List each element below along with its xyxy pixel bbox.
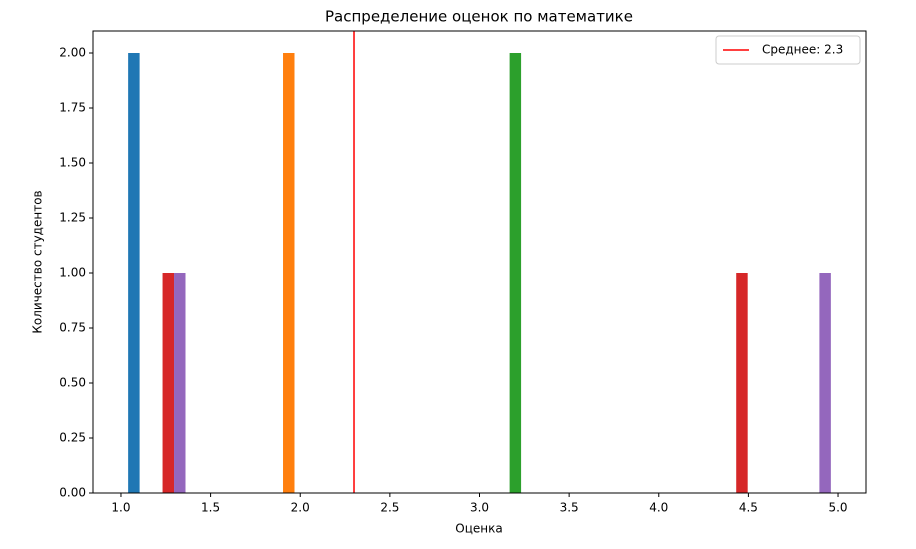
bar bbox=[819, 273, 831, 493]
bar bbox=[162, 273, 175, 493]
x-tick-label: 1.0 bbox=[111, 501, 130, 515]
y-tick-label: 0.00 bbox=[59, 486, 86, 500]
x-axis-label: Оценка bbox=[455, 522, 502, 536]
legend-box bbox=[715, 35, 861, 65]
x-tick-label: 2.5 bbox=[380, 501, 399, 515]
x-tick-label: 2.0 bbox=[291, 501, 310, 515]
chart-title: Распределение оценок по математике bbox=[325, 8, 633, 26]
y-tick-label: 2.00 bbox=[59, 46, 86, 60]
y-tick-label: 0.75 bbox=[59, 321, 86, 335]
bar bbox=[509, 53, 522, 493]
bar bbox=[283, 53, 295, 493]
legend-label: Среднее: 2.3 bbox=[762, 43, 843, 57]
y-tick-label: 1.75 bbox=[59, 101, 86, 115]
y-axis-label: Количество студентов bbox=[31, 190, 45, 333]
x-tick-label: 5.0 bbox=[828, 501, 847, 515]
x-tick-label: 3.0 bbox=[470, 501, 489, 515]
y-tick-label: 1.50 bbox=[59, 156, 86, 170]
x-tick-label: 4.0 bbox=[649, 501, 668, 515]
x-tick-label: 4.5 bbox=[739, 501, 758, 515]
y-tick-label: 0.50 bbox=[59, 376, 86, 390]
y-tick-label: 0.25 bbox=[59, 431, 86, 445]
x-tick-label: 3.5 bbox=[560, 501, 579, 515]
x-tick-label: 1.5 bbox=[201, 501, 220, 515]
bar bbox=[736, 273, 748, 493]
bar bbox=[128, 53, 140, 493]
bar bbox=[174, 273, 186, 493]
y-tick-label: 1.25 bbox=[59, 211, 86, 225]
y-tick-label: 1.00 bbox=[59, 266, 86, 280]
